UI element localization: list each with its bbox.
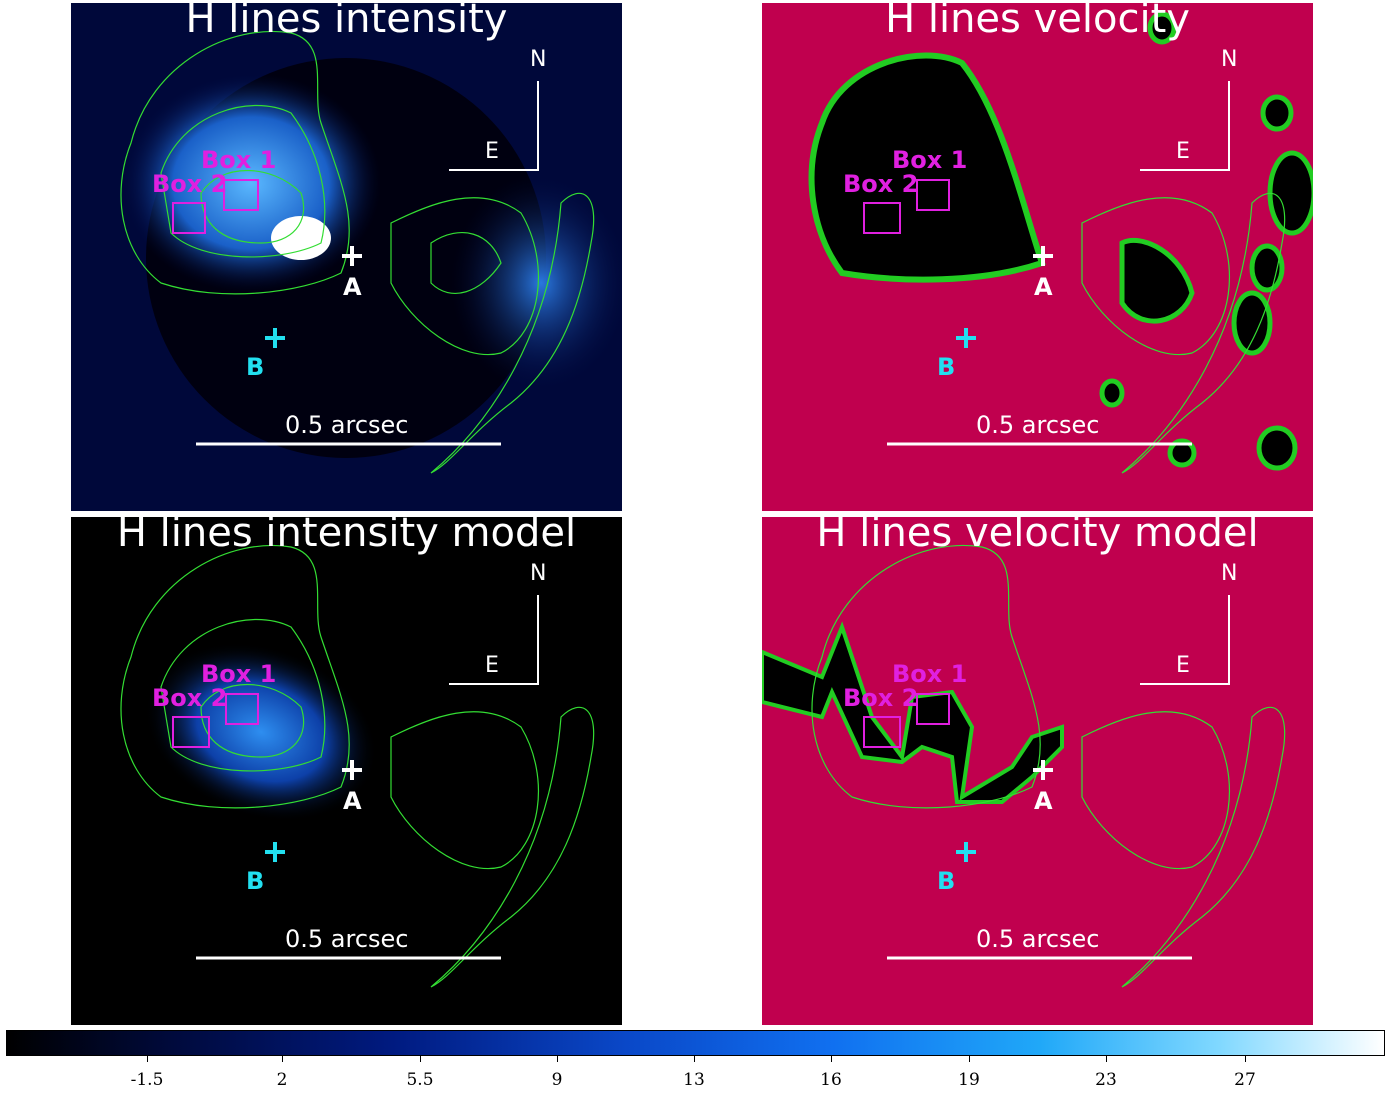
intensity-image [71,3,622,511]
colorbar-tick-label: 19 [958,1070,980,1090]
panel-velocity-model: H lines velocity model N E Box 1 Box 2 A… [762,517,1313,1025]
scale-bar-label: 0.5 arcsec [976,925,1100,953]
star-a-label: A [1034,787,1053,815]
star-a-label: A [1034,273,1053,301]
panel-title: H lines velocity [885,3,1190,42]
north-label: N [1221,47,1238,72]
colorbar-tick-label: 9 [551,1070,563,1090]
box2-label: Box 2 [843,684,919,712]
star-a-label: A [343,787,362,815]
colorbar-tick-label: 27 [1234,1070,1256,1090]
colorbar [6,1030,1385,1056]
north-label: N [530,561,547,586]
scale-bar-label: 0.5 arcsec [285,925,409,953]
east-label: E [1176,653,1190,678]
colorbar-tick-label: 13 [683,1070,705,1090]
star-b-label: B [937,353,956,381]
box1-label: Box 1 [892,660,968,688]
box2-label: Box 2 [152,684,228,712]
star-a-label: A [343,273,362,301]
box2-label: Box 2 [843,170,919,198]
colorbar-tick [694,1056,695,1062]
colorbar-tick-label: 5.5 [406,1070,434,1090]
star-b-label: B [246,867,265,895]
panel-intensity: H lines intensity N E Box 1 Box 2 A B 0.… [71,3,622,511]
colorbar-tick [282,1056,283,1062]
panel-title: H lines velocity model [816,517,1259,556]
colorbar-tick-label: 23 [1095,1070,1117,1090]
colorbar-tick [420,1056,421,1062]
colorbar-tick [969,1056,970,1062]
star-b-label: B [246,353,265,381]
colorbar-tick [831,1056,832,1062]
scale-bar-label: 0.5 arcsec [976,411,1100,439]
panel-title: H lines intensity model [116,517,577,556]
east-label: E [485,139,499,164]
colorbar-tick [147,1056,148,1062]
colorbar-tick-label: 2 [276,1070,288,1090]
box1-label: Box 1 [201,146,277,174]
colorbar-tick [557,1056,558,1062]
east-label: E [485,653,499,678]
colorbar-tick [1245,1056,1246,1062]
east-label: E [1176,139,1190,164]
box1-label: Box 1 [201,660,277,688]
north-label: N [1221,561,1238,586]
colorbar-tick-label: 16 [820,1070,842,1090]
panel-intensity-model: H lines intensity model N E Box 1 Box 2 … [71,517,622,1025]
box1-label: Box 1 [892,146,968,174]
colorbar-tick [1106,1056,1107,1062]
scale-bar-label: 0.5 arcsec [285,411,409,439]
box2-label: Box 2 [152,170,228,198]
panel-title: H lines intensity [185,3,508,42]
star-b-label: B [937,867,956,895]
panel-velocity: H lines velocity N E Box 1 Box 2 A B 0.5… [762,3,1313,511]
north-label: N [530,47,547,72]
colorbar-tick-label: -1.5 [130,1070,164,1090]
